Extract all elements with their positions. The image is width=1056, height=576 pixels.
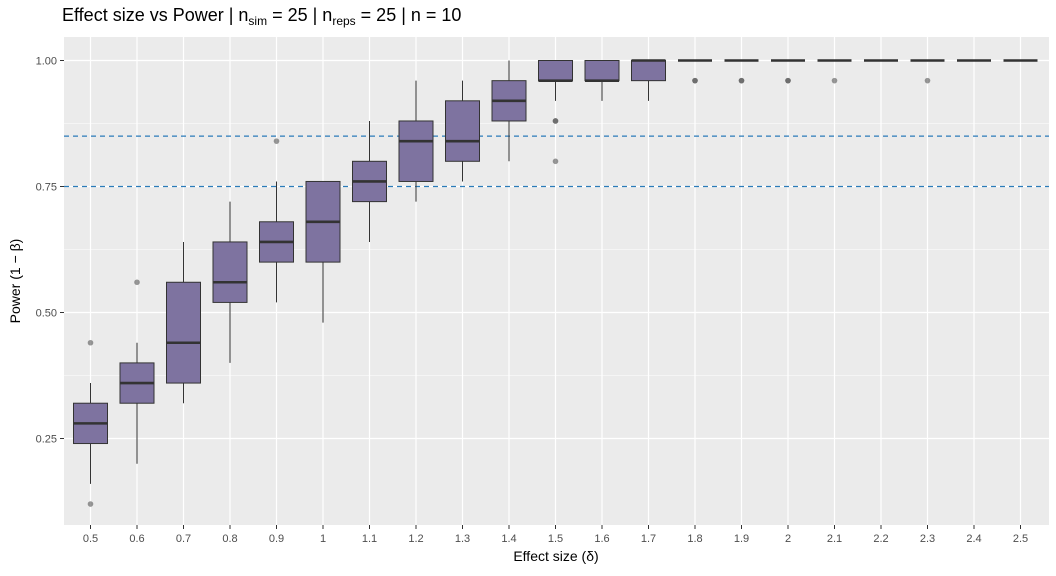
title-part-3: = 25 | n = 10 [356,5,462,25]
box-iqr [631,60,666,82]
outlier-point [924,77,931,84]
boxplot-0.8 [212,201,248,363]
x-axis-title: Effect size (δ) [513,548,598,564]
box-iqr [445,100,480,162]
boxplot-2.3 [910,59,945,84]
outlier-point [87,339,94,346]
y-tick-label: 0.50 [36,308,57,320]
x-tick-label: 0.6 [129,533,144,545]
x-tick-label: 1.9 [734,533,749,545]
boxplot-1.6 [584,60,620,101]
x-tick-label: 0.5 [83,533,98,545]
x-tick-label: 2.2 [873,533,888,545]
boxplot-1 [305,180,341,323]
boxplot-1.4 [491,60,527,162]
x-tick-label: 1.3 [455,533,470,545]
title-part-1: Effect size vs Power | n [62,5,248,25]
y-axis-ticks: 0.25 0.50 0.75 1.00 [36,56,64,446]
x-tick-label: 1.5 [548,533,563,545]
x-tick-label: 0.8 [222,533,237,545]
x-axis-ticks: 0.5 0.6 0.7 0.8 0.9 1 1.1 1.2 1.3 1.4 1.5 1.6 1.7 1.8… [83,525,1028,545]
box-iqr [212,241,248,303]
boxplot-1.5 [538,60,573,165]
x-tick-label: 1.1 [362,533,377,545]
box-iqr [584,60,620,82]
outlier-point [738,77,745,84]
title-sub-reps: reps [332,14,355,28]
x-tick-label: 1.2 [408,533,423,545]
title-part-2: = 25 | n [267,5,332,25]
boxplot-1.8 [678,59,712,84]
chart-title: Effect size vs Power | nsim = 25 | nreps… [62,5,461,28]
outlier-point [831,77,838,84]
y-tick-label: 0.75 [36,182,57,194]
outlier-point [785,77,791,84]
boxplot-1.2 [398,80,434,202]
reference-lines [64,135,1049,188]
boxplot-0.7 [166,241,201,404]
outlier-point [692,77,698,84]
boxplots [73,59,1038,507]
title-sub-sim: sim [248,14,267,28]
x-tick-label: 1.6 [594,533,609,545]
y-tick-label: 0.25 [36,434,57,446]
outlier-point [552,158,559,165]
boxplot-1.9 [724,59,759,84]
box-iqr [398,120,434,182]
outlier-point [273,138,280,144]
plot-panel [64,37,1049,525]
x-tick-label: 2.1 [827,533,842,545]
box-iqr [538,60,573,82]
outlier-point [87,501,94,507]
x-tick-label: 0.7 [176,533,191,545]
boxplot-0.6 [119,279,155,464]
x-tick-label: 0.9 [269,533,284,545]
outlier-point [134,279,140,286]
x-tick-label: 1.7 [641,533,656,545]
x-tick-label: 1.4 [501,533,516,545]
x-tick-label: 2.4 [966,533,981,545]
x-tick-label: 1 [320,533,326,545]
boxplot-0.9 [259,138,294,303]
boxplot-2.1 [817,59,852,84]
x-tick-label: 1.8 [687,533,702,545]
boxplot-1.1 [352,120,387,242]
boxplot-1.3 [445,80,480,182]
boxplot-1.7 [631,59,666,101]
x-tick-label: 2 [785,533,791,545]
box-iqr [166,281,201,384]
x-tick-label: 2.3 [920,533,935,545]
y-axis-title: Power (1 − β) [7,239,23,324]
boxplot-2 [771,59,805,84]
boxplot-0.5 [73,339,108,507]
outlier-point [552,118,559,124]
x-tick-label: 2.5 [1013,533,1028,545]
y-tick-label: 1.00 [36,56,57,68]
